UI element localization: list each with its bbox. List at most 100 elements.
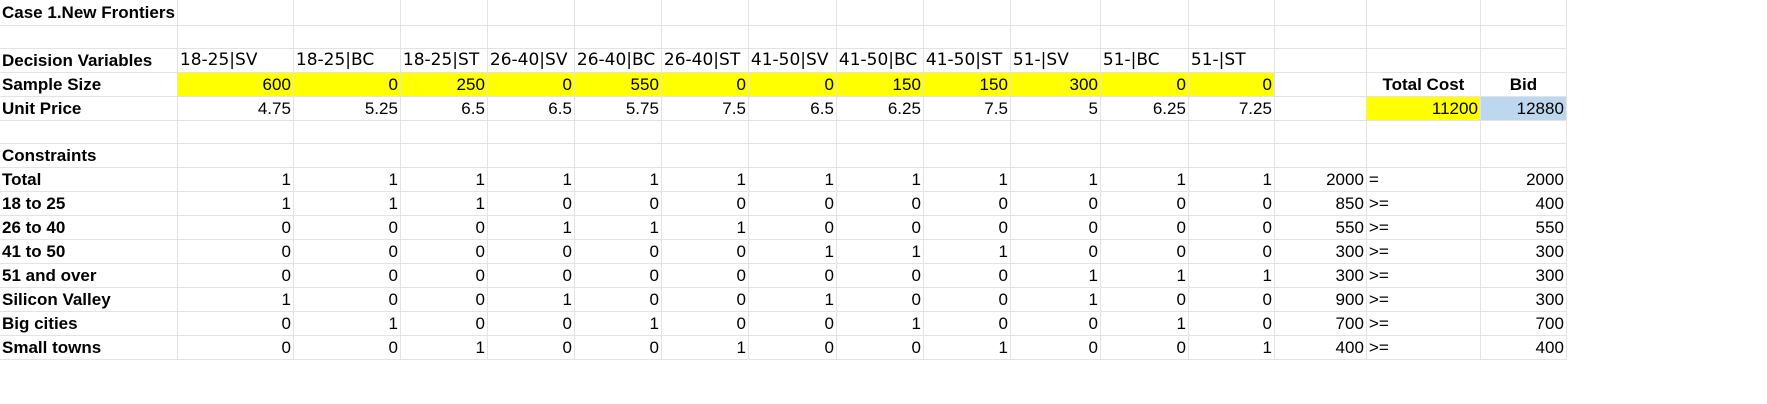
cell[interactable]	[400, 25, 488, 49]
variable-name[interactable]: 18-25|BC	[293, 48, 401, 73]
cell[interactable]	[487, 0, 575, 26]
constraint-coefficient[interactable]: 1	[748, 167, 837, 192]
constraint-coefficient[interactable]: 0	[293, 287, 401, 312]
constraint-coefficient[interactable]: 0	[748, 215, 837, 240]
cell[interactable]	[836, 0, 924, 26]
constraint-coefficient[interactable]: 1	[487, 215, 575, 240]
constraint-coefficient[interactable]: 0	[1188, 311, 1275, 336]
constraint-coefficient[interactable]: 0	[574, 263, 662, 288]
bid-value[interactable]: 12880	[1480, 96, 1567, 121]
constraint-lhs[interactable]: 300	[1274, 239, 1367, 264]
sample-size-value[interactable]: 550	[574, 72, 662, 97]
cell[interactable]	[748, 120, 837, 144]
sample-size-value[interactable]: 600	[177, 72, 294, 97]
unit-price-value[interactable]: 4.75	[177, 96, 294, 121]
constraint-coefficient[interactable]: 1	[661, 167, 749, 192]
cell[interactable]	[400, 0, 488, 26]
cell[interactable]	[1366, 48, 1481, 73]
constraint-coefficient[interactable]: 1	[574, 167, 662, 192]
constraint-coefficient[interactable]: 0	[1100, 287, 1189, 312]
constraint-coefficient[interactable]: 1	[1188, 335, 1275, 360]
constraint-coefficient[interactable]: 1	[1010, 287, 1101, 312]
cell[interactable]	[1100, 0, 1189, 26]
constraint-sign[interactable]: >=	[1366, 263, 1481, 288]
constraint-sign[interactable]: >=	[1366, 311, 1481, 336]
cell[interactable]	[1100, 120, 1189, 144]
constraint-coefficient[interactable]: 0	[923, 191, 1011, 216]
unit-price-value[interactable]: 6.5	[487, 96, 575, 121]
variable-name[interactable]: 26-40|ST	[661, 48, 749, 73]
sample-size-value[interactable]: 0	[748, 72, 837, 97]
constraint-coefficient[interactable]: 0	[1100, 239, 1189, 264]
constraint-coefficient[interactable]: 0	[293, 263, 401, 288]
cell[interactable]	[0, 25, 178, 49]
cell[interactable]	[923, 120, 1011, 144]
cell[interactable]	[1010, 120, 1101, 144]
unit-price-value[interactable]: 7.25	[1188, 96, 1275, 121]
sample-size-value[interactable]: 0	[293, 72, 401, 97]
constraint-coefficient[interactable]: 0	[1010, 335, 1101, 360]
variable-name[interactable]: 51-|SV	[1010, 48, 1101, 73]
constraint-coefficient[interactable]: 0	[293, 215, 401, 240]
constraint-coefficient[interactable]: 1	[487, 167, 575, 192]
variable-name[interactable]: 51-|BC	[1100, 48, 1189, 73]
cell[interactable]	[923, 25, 1011, 49]
variable-name[interactable]: 18-25|ST	[400, 48, 488, 73]
cell[interactable]	[836, 143, 924, 168]
unit-price-label[interactable]: Unit Price	[0, 96, 178, 121]
constraint-coefficient[interactable]: 1	[748, 239, 837, 264]
constraint-coefficient[interactable]: 1	[400, 191, 488, 216]
constraint-coefficient[interactable]: 0	[400, 263, 488, 288]
variable-name[interactable]: 26-40|SV	[487, 48, 575, 73]
cell[interactable]	[574, 143, 662, 168]
unit-price-value[interactable]: 6.25	[836, 96, 924, 121]
constraint-sign[interactable]: >=	[1366, 335, 1481, 360]
cell[interactable]	[661, 0, 749, 26]
constraint-coefficient[interactable]: 1	[1188, 263, 1275, 288]
sample-size-value[interactable]: 150	[923, 72, 1011, 97]
cell[interactable]	[923, 143, 1011, 168]
cell[interactable]	[1274, 25, 1367, 49]
cell[interactable]	[574, 120, 662, 144]
cell[interactable]	[1274, 143, 1367, 168]
constraint-coefficient[interactable]: 0	[574, 191, 662, 216]
constraint-coefficient[interactable]: 1	[661, 335, 749, 360]
cell[interactable]	[293, 143, 401, 168]
cell[interactable]	[293, 0, 401, 26]
variable-name[interactable]: 41-50|SV	[748, 48, 837, 73]
sample-size-value[interactable]: 150	[836, 72, 924, 97]
unit-price-value[interactable]: 7.5	[923, 96, 1011, 121]
constraint-lhs[interactable]: 850	[1274, 191, 1367, 216]
sample-size-value[interactable]: 0	[487, 72, 575, 97]
constraint-coefficient[interactable]: 1	[748, 287, 837, 312]
constraint-rhs[interactable]: 300	[1480, 287, 1567, 312]
constraint-coefficient[interactable]: 1	[574, 215, 662, 240]
constraint-sign[interactable]: >=	[1366, 215, 1481, 240]
constraint-coefficient[interactable]: 0	[836, 287, 924, 312]
constraint-label[interactable]: Small towns	[0, 335, 178, 360]
constraint-coefficient[interactable]: 0	[574, 287, 662, 312]
constraint-rhs[interactable]: 400	[1480, 335, 1567, 360]
variable-name[interactable]: 18-25|SV	[177, 48, 294, 73]
variable-name[interactable]: 41-50|ST	[923, 48, 1011, 73]
constraint-coefficient[interactable]: 0	[487, 335, 575, 360]
constraint-coefficient[interactable]: 0	[1010, 311, 1101, 336]
cell[interactable]	[0, 120, 178, 144]
constraint-label[interactable]: 51 and over	[0, 263, 178, 288]
unit-price-value[interactable]: 5.25	[293, 96, 401, 121]
constraint-coefficient[interactable]: 0	[400, 239, 488, 264]
constraint-coefficient[interactable]: 1	[923, 167, 1011, 192]
constraint-rhs[interactable]: 300	[1480, 263, 1567, 288]
cell[interactable]	[487, 25, 575, 49]
constraint-coefficient[interactable]: 0	[400, 287, 488, 312]
constraint-coefficient[interactable]: 0	[177, 263, 294, 288]
constraint-coefficient[interactable]: 0	[1188, 239, 1275, 264]
constraint-sign[interactable]: >=	[1366, 191, 1481, 216]
cell[interactable]	[748, 0, 837, 26]
constraint-lhs[interactable]: 2000	[1274, 167, 1367, 192]
constraint-coefficient[interactable]: 0	[1100, 335, 1189, 360]
constraint-coefficient[interactable]: 0	[1188, 191, 1275, 216]
constraint-coefficient[interactable]: 0	[177, 239, 294, 264]
cell[interactable]	[1188, 120, 1275, 144]
cell[interactable]	[1010, 25, 1101, 49]
